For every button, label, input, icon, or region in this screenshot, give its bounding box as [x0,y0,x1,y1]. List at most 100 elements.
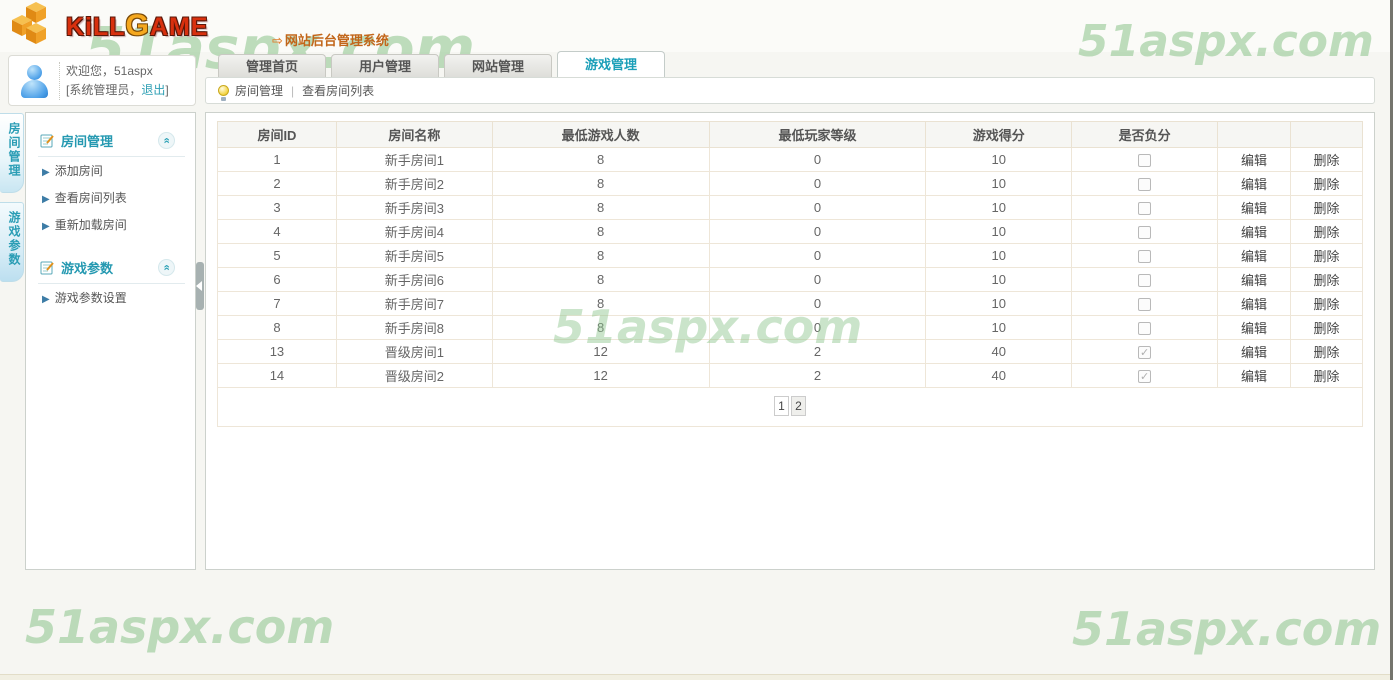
cell-min_level: 0 [708,315,927,340]
cell-delete: 删除 [1290,315,1363,340]
watermark: 51aspx.com [1072,602,1382,656]
negative-checkbox[interactable] [1138,322,1152,336]
cell-delete: 删除 [1290,243,1363,268]
cell-negative [1071,171,1219,196]
cell-name: 新手房间2 [335,171,493,196]
cell-min_level: 0 [708,267,927,292]
cell-edit: 编辑 [1217,339,1291,364]
cell-score: 10 [925,195,1073,220]
system-title: ⇨ 网站后台管理系统 [272,33,389,48]
delete-link[interactable]: 删除 [1313,297,1340,312]
notepad-icon [40,134,54,148]
cell-min_players: 8 [491,147,710,172]
table-row: 7 新手房间7 8 0 10 编辑 删除 [217,291,1363,316]
edit-link[interactable]: 编辑 [1241,153,1268,168]
cell-score: 10 [925,219,1073,244]
cell-min_players: 8 [491,195,710,220]
cell-id: 2 [217,171,337,196]
column-header: 房间ID [217,121,337,148]
cell-id: 4 [217,219,337,244]
negative-checkbox[interactable] [1138,274,1152,288]
negative-checkbox[interactable] [1138,178,1152,192]
cell-score: 10 [925,315,1073,340]
tab-3[interactable]: 游戏管理 [557,51,665,77]
delete-link[interactable]: 删除 [1313,321,1340,336]
delete-link[interactable]: 删除 [1313,153,1340,168]
cell-edit: 编辑 [1217,219,1291,244]
side-tab-0[interactable]: 房间管理 [0,113,24,193]
user-welcome-card: 欢迎您，51aspx [系统管理员，退出] [8,55,196,106]
negative-checkbox[interactable] [1138,226,1152,240]
watermark: 51aspx.com [25,600,335,654]
edit-link[interactable]: 编辑 [1241,177,1268,192]
table-row: 2 新手房间2 8 0 10 编辑 删除 [217,171,1363,196]
cell-min_level: 0 [708,147,927,172]
negative-checkbox[interactable]: ✓ [1138,346,1152,360]
cell-delete: 删除 [1290,291,1363,316]
tab-0[interactable]: 管理首页 [218,54,326,77]
cell-id: 3 [217,195,337,220]
user-avatar [17,61,60,100]
negative-checkbox[interactable] [1138,202,1152,216]
negative-checkbox[interactable] [1138,154,1152,168]
room-table-head: 房间ID 房间名称 最低游戏人数 最低玩家等级 游戏得分 是否负分 [217,121,1363,148]
edit-link[interactable]: 编辑 [1241,369,1268,384]
cell-min_players: 8 [491,219,710,244]
edit-link[interactable]: 编辑 [1241,225,1268,240]
column-header [1290,121,1363,148]
sidebar-item[interactable]: ▶ 游戏参数设置 [42,291,127,305]
tab-2[interactable]: 网站管理 [444,54,552,77]
sidebar-section-title: 房间管理 [61,134,114,149]
negative-checkbox[interactable] [1138,298,1152,312]
page-number-2[interactable]: 2 [791,396,806,416]
triangle-bullet-icon: ▶ [42,221,50,232]
cell-name: 新手房间8 [335,315,493,340]
cell-negative [1071,147,1219,172]
notepad-icon [40,261,54,275]
column-header: 是否负分 [1071,121,1219,148]
cell-score: 10 [925,267,1073,292]
side-tab-1[interactable]: 游戏参数 [0,202,24,282]
collapse-section-button[interactable]: « [158,132,175,149]
cell-edit: 编辑 [1217,363,1291,388]
top-header-band [0,0,1393,52]
negative-checkbox[interactable]: ✓ [1138,370,1152,384]
cell-min_players: 12 [491,363,710,388]
edit-link[interactable]: 编辑 [1241,345,1268,360]
sidebar-item[interactable]: ▶ 添加房间 [42,164,103,178]
delete-link[interactable]: 删除 [1313,273,1340,288]
edit-link[interactable]: 编辑 [1241,273,1268,288]
room-table-body: 1 新手房间1 8 0 10 编辑 删除 2 新手房间2 8 0 10 编辑 删除 3 新手房间3 8 0 10 编辑… [217,147,1363,388]
sidebar-item[interactable]: ▶ 查看房间列表 [42,191,127,205]
cell-edit: 编辑 [1217,267,1291,292]
sidebar-section-header: 房间管理 « [38,123,185,157]
collapse-section-button[interactable]: « [158,259,175,276]
edit-link[interactable]: 编辑 [1241,297,1268,312]
delete-link[interactable]: 删除 [1313,369,1340,384]
page-number-1[interactable]: 1 [774,396,789,416]
cell-delete: 删除 [1290,363,1363,388]
edit-link[interactable]: 编辑 [1241,201,1268,216]
cell-edit: 编辑 [1217,195,1291,220]
cell-name: 新手房间7 [335,291,493,316]
breadcrumb-page: 查看房间列表 [302,84,375,98]
sidebar-collapse-handle[interactable] [196,262,204,310]
edit-link[interactable]: 编辑 [1241,249,1268,264]
delete-link[interactable]: 删除 [1313,345,1340,360]
edit-link[interactable]: 编辑 [1241,321,1268,336]
column-header: 游戏得分 [925,121,1073,148]
sidebar-item[interactable]: ▶ 重新加载房间 [42,218,127,232]
delete-link[interactable]: 删除 [1313,225,1340,240]
cell-score: 10 [925,171,1073,196]
delete-link[interactable]: 删除 [1313,177,1340,192]
cell-id: 7 [217,291,337,316]
cell-negative: ✓ [1071,339,1219,364]
tab-1[interactable]: 用户管理 [331,54,439,77]
table-row: 1 新手房间1 8 0 10 编辑 删除 [217,147,1363,172]
logout-link[interactable]: 退出 [141,82,166,97]
delete-link[interactable]: 删除 [1313,201,1340,216]
cell-name: 新手房间6 [335,267,493,292]
delete-link[interactable]: 删除 [1313,249,1340,264]
negative-checkbox[interactable] [1138,250,1152,264]
